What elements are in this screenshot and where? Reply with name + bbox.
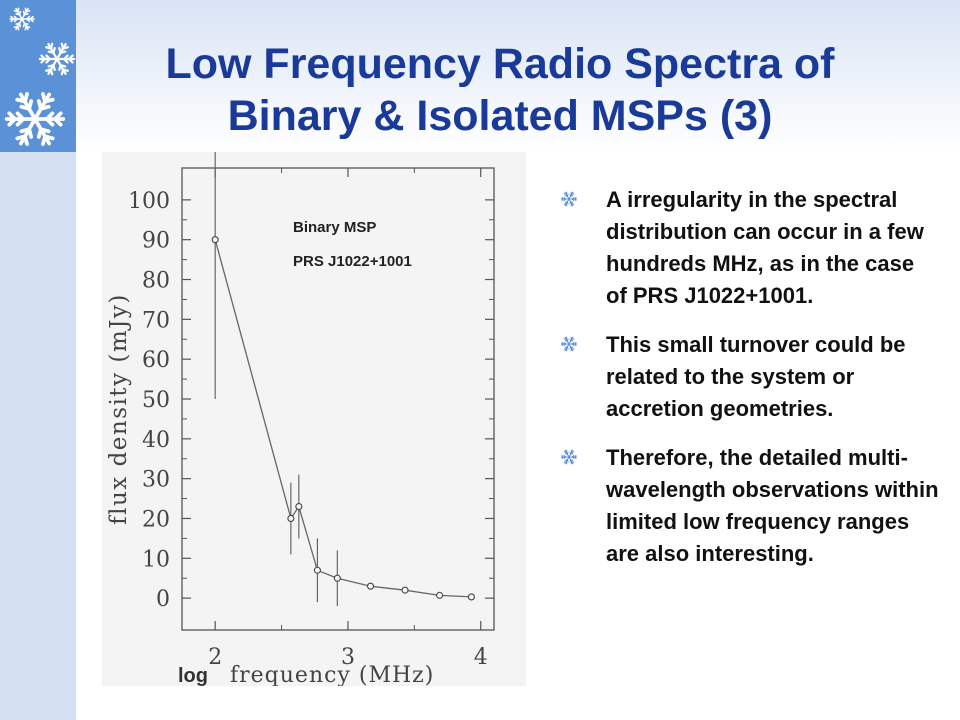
- chart-svg: 0 10 20 30 40 50 60 70 80 90 100 2 3 4 flux density (m…: [106, 152, 495, 686]
- data-point: [313, 566, 321, 574]
- data-point: [211, 236, 219, 244]
- x-tick-label: 3: [341, 645, 355, 670]
- bullet-text: A irregularity in the spectral distribut…: [606, 187, 924, 308]
- snowflake-icon: [9, 7, 35, 31]
- data-point: [436, 591, 444, 599]
- plot-frame: [181, 167, 495, 631]
- bullet-item: This small turnover could be related to …: [560, 329, 940, 425]
- y-tick-label: 40: [142, 428, 170, 453]
- data-point: [401, 586, 409, 594]
- snowflake-icon: [38, 42, 76, 76]
- y-tick-label: 30: [142, 468, 170, 493]
- y-tick-label: 10: [142, 547, 170, 572]
- y-tick-label: 50: [142, 388, 170, 413]
- bullet-list: A irregularity in the spectral distribut…: [560, 184, 940, 587]
- y-tick-label: 20: [142, 507, 170, 532]
- slide-title: Low Frequency Radio Spectra of Binary & …: [165, 40, 835, 140]
- bullet-item: A irregularity in the spectral distribut…: [560, 184, 940, 312]
- data-point: [287, 514, 295, 523]
- data-point: [295, 502, 303, 511]
- bullet-item: Therefore, the detailed multi-wavelength…: [560, 442, 940, 570]
- data-point: [467, 593, 475, 601]
- bullet-snowflake-icon: [560, 336, 578, 352]
- snowflake-icon: [4, 92, 66, 146]
- chart-annotation: Binary MSP: [293, 219, 376, 236]
- y-tick-label: 80: [142, 269, 170, 294]
- y-tick-label: 100: [128, 189, 170, 214]
- x-axis-label: frequency (MHz): [230, 663, 434, 686]
- chart-annotation: PRS J1022+1001: [293, 253, 412, 270]
- series-line: [214, 239, 472, 598]
- y-tick-label: 70: [142, 308, 170, 333]
- x-tick-label: 2: [208, 645, 222, 670]
- title-band: [76, 0, 960, 150]
- bullet-snowflake-icon: [560, 449, 578, 465]
- y-tick-label: 90: [142, 229, 170, 254]
- data-point: [333, 574, 341, 582]
- y-tick-label: 0: [156, 587, 170, 612]
- x-axis-label-prefix: log: [178, 665, 208, 686]
- y-tick-label: 60: [142, 348, 170, 373]
- data-point: [366, 582, 375, 590]
- bullet-snowflake-icon: [560, 191, 578, 207]
- bullet-text: This small turnover could be related to …: [606, 332, 906, 421]
- y-axis-label: flux density (mJy): [106, 293, 132, 525]
- x-tick-label: 4: [474, 645, 488, 670]
- spectrum-chart: 0 10 20 30 40 50 60 70 80 90 100 2 3 4 flux density (m…: [102, 152, 526, 686]
- snowflake-panel: [0, 0, 76, 152]
- bullet-text: Therefore, the detailed multi-wavelength…: [606, 445, 939, 566]
